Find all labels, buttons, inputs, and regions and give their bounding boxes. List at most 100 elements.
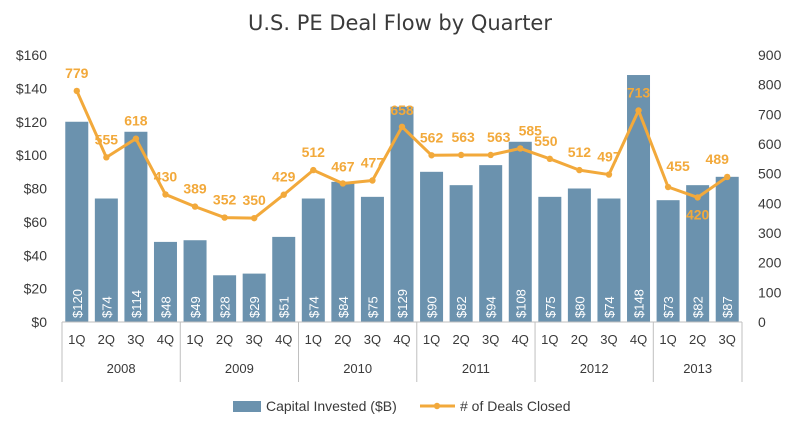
bar xyxy=(65,121,89,322)
bar-label: $94 xyxy=(484,296,499,318)
bar xyxy=(597,198,621,322)
quarter-label: 2Q xyxy=(98,332,115,347)
deals-label: 352 xyxy=(213,192,237,208)
bar-label: $80 xyxy=(572,296,587,318)
bar-label: $74 xyxy=(602,296,617,318)
quarter-label: 1Q xyxy=(423,332,440,347)
bar-labels: $120 $74 $114 $48 $49 $28 $29 $51 $74 $84 $75 $129 $… xyxy=(70,289,735,318)
right-tick-label: 300 xyxy=(758,225,782,241)
right-tick-label: 500 xyxy=(758,166,782,182)
quarter-label: 2Q xyxy=(689,332,706,347)
bar xyxy=(390,106,414,322)
deals-label: 550 xyxy=(534,133,558,149)
bar xyxy=(538,196,562,322)
bar xyxy=(686,185,710,322)
deals-point xyxy=(694,194,701,201)
left-tick-label: $20 xyxy=(24,281,48,297)
left-tick-label: $40 xyxy=(24,247,48,263)
legend-label-deals: # of Deals Closed xyxy=(460,398,571,414)
chart-title: U.S. PE Deal Flow by Quarter xyxy=(248,11,552,35)
deals-label: 497 xyxy=(597,149,621,165)
legend: Capital Invested ($B) # of Deals Closed xyxy=(233,398,571,414)
deals-point xyxy=(103,154,110,161)
deals-label: 420 xyxy=(686,206,710,222)
deals-point xyxy=(546,155,554,163)
left-tick-label: $80 xyxy=(24,181,48,197)
deals-point xyxy=(487,151,494,159)
bar-label: $74 xyxy=(306,296,321,318)
bar-label: $49 xyxy=(188,296,203,318)
deals-label: 512 xyxy=(302,144,326,160)
line-series xyxy=(73,87,731,222)
bar xyxy=(715,176,739,322)
quarter-label: 3Q xyxy=(600,332,617,347)
deals-label: 430 xyxy=(154,168,178,184)
deals-point xyxy=(221,214,228,221)
quarter-label: 2Q xyxy=(334,332,351,347)
deals-point xyxy=(280,191,287,198)
left-tick-label: $120 xyxy=(16,114,47,130)
bar xyxy=(124,131,148,322)
deals-point xyxy=(635,107,642,114)
deals-point xyxy=(605,171,613,178)
left-tick-label: $140 xyxy=(16,80,47,96)
line-labels: 779 555 618 430 389 352 350 429 512 467 477 658 562 5… xyxy=(65,65,729,223)
quarter-label: 4Q xyxy=(512,332,529,347)
deals-label: 563 xyxy=(451,129,475,145)
bar xyxy=(360,196,384,322)
bar-label: $28 xyxy=(218,296,233,318)
quarter-label: 4Q xyxy=(393,332,410,347)
bar-series xyxy=(65,75,739,323)
bar xyxy=(94,198,118,322)
deals-label: 389 xyxy=(183,181,207,197)
right-tick-label: 900 xyxy=(758,47,782,63)
right-tick-label: 600 xyxy=(758,136,782,152)
deals-point xyxy=(132,135,140,142)
year-label: 2011 xyxy=(462,361,490,376)
bar-label: $82 xyxy=(691,296,706,318)
right-tick-label: 700 xyxy=(758,106,782,122)
quarter-label: 3Q xyxy=(127,332,144,347)
quarter-label: 1Q xyxy=(659,332,676,347)
quarter-label: 3Q xyxy=(719,332,736,347)
quarter-label: 1Q xyxy=(68,332,85,347)
bar-label: $90 xyxy=(425,296,440,318)
left-axis: $0 $20 $40 $60 $80 $100 $120 $140 $160 xyxy=(16,47,47,330)
bar xyxy=(331,181,355,322)
year-label: 2013 xyxy=(683,361,712,376)
bar xyxy=(508,141,532,322)
bar xyxy=(479,165,503,322)
year-label: 2010 xyxy=(343,361,372,376)
quarter-label: 4Q xyxy=(275,332,292,347)
deals-label: 562 xyxy=(420,129,444,145)
deals-point xyxy=(250,214,258,222)
bar-label: $48 xyxy=(158,296,173,318)
bar xyxy=(627,75,651,323)
deals-point xyxy=(517,145,524,152)
deals-point xyxy=(339,180,347,187)
quarter-label: 3Q xyxy=(246,332,263,347)
deals-label: 555 xyxy=(95,131,119,147)
bar xyxy=(449,185,473,322)
deals-point xyxy=(576,166,583,174)
legend-swatch-capital xyxy=(233,401,261,412)
bar xyxy=(183,240,207,322)
bar-label: $75 xyxy=(365,296,380,318)
quarter-label: 4Q xyxy=(157,332,174,347)
bar-label: $129 xyxy=(395,289,410,318)
year-label: 2009 xyxy=(225,361,254,376)
quarter-label: 3Q xyxy=(364,332,381,347)
deals-point xyxy=(162,191,169,198)
bar xyxy=(153,241,177,322)
deals-label: 618 xyxy=(124,113,148,129)
deals-label: 779 xyxy=(65,65,89,81)
deals-label: 713 xyxy=(627,84,651,100)
deals-point xyxy=(457,151,465,159)
deals-point xyxy=(310,166,317,174)
deals-point xyxy=(369,177,376,184)
deals-label: 477 xyxy=(361,154,385,170)
left-tick-label: $60 xyxy=(24,214,48,230)
right-tick-label: 800 xyxy=(758,77,782,93)
bar-label: $87 xyxy=(720,296,735,318)
